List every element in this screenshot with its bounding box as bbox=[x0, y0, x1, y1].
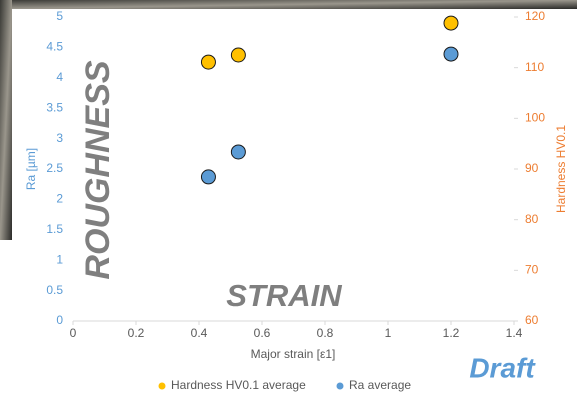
scatter-point bbox=[201, 55, 215, 69]
y-tick-label: 3 bbox=[56, 131, 63, 145]
x-tick-label: 0.6 bbox=[254, 326, 271, 340]
y-tick-label: 3.5 bbox=[46, 100, 63, 114]
y2-axis-label: Hardness HV0.1 bbox=[554, 125, 568, 213]
legend-marker bbox=[159, 383, 166, 390]
y-tick-label: 2 bbox=[56, 192, 63, 206]
y-tick-label: 0 bbox=[56, 313, 63, 327]
y2-tick-label: 110 bbox=[525, 60, 544, 74]
x-tick-label: 1.4 bbox=[506, 326, 523, 340]
y2-tick-label: 120 bbox=[525, 9, 545, 23]
annotation: STRAIN bbox=[226, 278, 342, 313]
y2-tick-label: 60 bbox=[525, 313, 539, 327]
legend-marker bbox=[337, 383, 344, 390]
photo-strip bbox=[0, 0, 577, 9]
x-axis-label: Major strain [ε1] bbox=[251, 347, 336, 361]
x-tick-label: 0.2 bbox=[128, 326, 145, 340]
y-tick-label: 4.5 bbox=[46, 40, 63, 54]
scatter-point bbox=[444, 16, 458, 30]
legend-label: Hardness HV0.1 average bbox=[171, 378, 306, 392]
y-tick-label: 5 bbox=[56, 9, 63, 23]
y2-tick-label: 80 bbox=[525, 212, 539, 226]
y2-tick-label: 90 bbox=[525, 161, 539, 175]
y2-tick-label: 100 bbox=[525, 111, 545, 125]
scatter-point bbox=[201, 170, 215, 184]
x-tick-label: 0 bbox=[70, 326, 77, 340]
x-tick-label: 0.8 bbox=[317, 326, 334, 340]
y2-tick-label: 70 bbox=[525, 263, 539, 277]
y-tick-label: 2.5 bbox=[46, 161, 63, 175]
annotation: ROUGHNESS bbox=[79, 60, 117, 279]
y-tick-label: 1.5 bbox=[46, 222, 63, 236]
legend-label: Ra average bbox=[349, 378, 411, 392]
y-tick-label: 4 bbox=[56, 70, 63, 84]
scatter-point bbox=[231, 145, 245, 159]
x-tick-label: 0.4 bbox=[191, 326, 208, 340]
y-axis-label: Ra [µm] bbox=[24, 148, 38, 190]
y-tick-label: 1 bbox=[56, 252, 63, 266]
x-tick-label: 1 bbox=[385, 326, 392, 340]
y-tick-label: 0.5 bbox=[46, 283, 63, 297]
x-tick-label: 1.2 bbox=[443, 326, 460, 340]
annotation: Draft bbox=[469, 352, 536, 383]
scatter-point bbox=[231, 48, 245, 62]
scatter-point bbox=[444, 47, 458, 61]
chart: Major strain [ε1] Ra [µm] Hardness HV0.1… bbox=[0, 0, 577, 405]
photo-strip bbox=[0, 0, 12, 240]
